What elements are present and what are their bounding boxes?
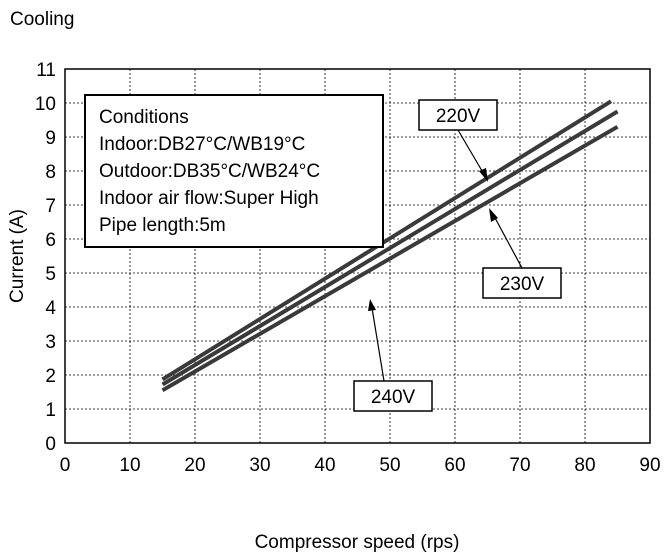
y-axis-title: Current (A) — [7, 209, 28, 303]
x-tick-label: 60 — [444, 455, 465, 476]
y-tick-label: 10 — [35, 94, 56, 115]
y-tick-label: 4 — [45, 298, 56, 319]
chart-title: Cooling — [10, 9, 75, 30]
series-line-240v — [161, 125, 619, 393]
x-tick-label: 10 — [119, 455, 140, 476]
x-tick-label: 90 — [639, 455, 660, 476]
y-tick-label: 0 — [45, 434, 56, 455]
x-tick-label: 40 — [314, 455, 335, 476]
x-tick-label: 50 — [379, 455, 400, 476]
x-tick-label: 30 — [249, 455, 270, 476]
series-line-230v — [161, 109, 619, 387]
series-lines — [161, 99, 619, 393]
y-tick-label: 2 — [45, 366, 56, 387]
x-tick-labels: 0 10 20 30 40 50 60 70 80 90 — [60, 455, 661, 476]
svg-text:230V: 230V — [500, 274, 545, 295]
series-label-220v: 220V — [418, 99, 498, 182]
x-axis-title: Compressor speed (rps) — [255, 532, 460, 553]
y-tick-label: 5 — [45, 264, 56, 285]
y-tick-label: 11 — [36, 60, 56, 81]
y-tick-label: 7 — [45, 196, 56, 217]
y-tick-labels: 0 1 2 3 4 5 6 7 8 9 10 11 — [35, 60, 57, 455]
condition-line-pipe: Pipe length:5m — [99, 215, 226, 236]
y-tick-label: 8 — [45, 162, 56, 183]
condition-line-outdoor: Outdoor:DB35°C/WB24°C — [99, 161, 320, 182]
y-tick-label: 3 — [45, 332, 56, 353]
series-line-220v — [161, 99, 613, 382]
y-tick-label: 6 — [45, 230, 56, 251]
y-tick-label: 1 — [45, 400, 56, 421]
x-tick-label: 70 — [509, 455, 530, 476]
svg-text:240V: 240V — [371, 387, 416, 408]
series-label-230v: 230V — [482, 208, 562, 299]
x-tick-label: 0 — [60, 455, 71, 476]
conditions-heading: Conditions — [99, 107, 189, 128]
x-tick-label: 20 — [184, 455, 205, 476]
plot-frame — [64, 68, 651, 444]
condition-line-airflow: Indoor air flow:Super High — [99, 188, 319, 209]
conditions-box: Conditions Indoor:DB27°C/WB19°C Outdoor:… — [84, 94, 384, 248]
y-tick-label: 9 — [45, 128, 56, 149]
x-tick-label: 80 — [574, 455, 595, 476]
condition-line-indoor: Indoor:DB27°C/WB19°C — [99, 134, 305, 155]
svg-text:220V: 220V — [436, 106, 481, 127]
series-label-240v: 240V — [353, 299, 433, 412]
